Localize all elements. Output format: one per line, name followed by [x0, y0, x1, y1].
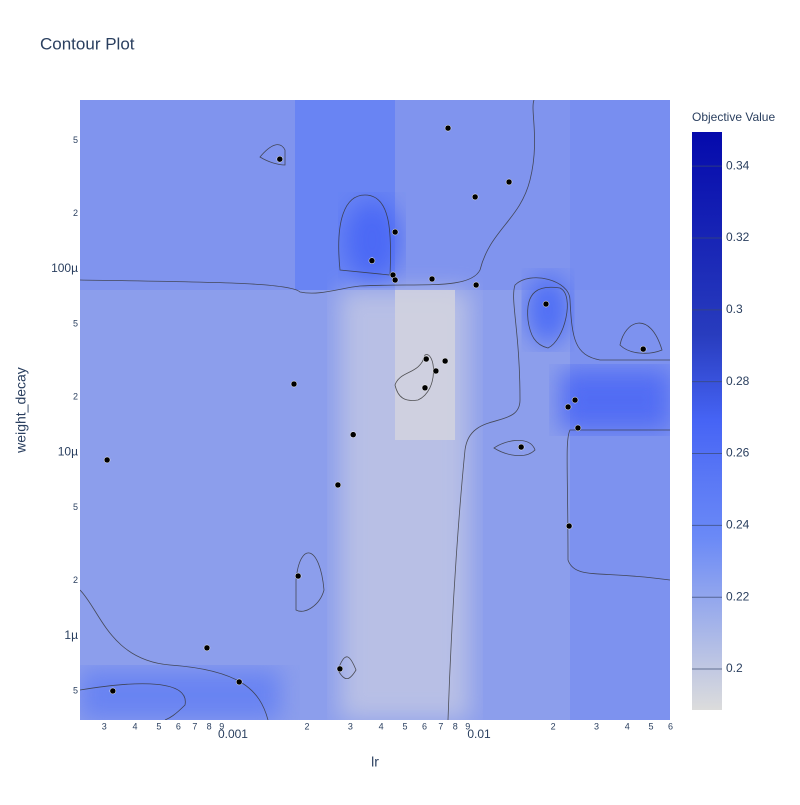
colorbar-tick-label: 0.32 — [726, 230, 750, 244]
x-tick-label: 7 — [192, 721, 197, 731]
trial-point — [391, 276, 399, 284]
trial-point — [109, 687, 117, 695]
trial-point — [639, 345, 647, 353]
colorbar-tick-label: 0.28 — [726, 374, 750, 388]
x-tick-label: 5 — [402, 721, 407, 731]
contour-field — [80, 100, 670, 720]
trial-point — [471, 193, 479, 201]
y-tick-label: 5 — [73, 319, 78, 329]
y-tick-label: 2 — [73, 575, 78, 585]
trial-point — [564, 403, 572, 411]
x-tick-label: 3 — [348, 721, 353, 731]
y-axis-label: weight_decay — [13, 367, 29, 454]
x-axis-label: lr — [371, 754, 379, 770]
colorbar-tick-label: 0.24 — [726, 518, 750, 532]
x-tick-label: 7 — [438, 721, 443, 731]
trial-point — [421, 384, 429, 392]
y-tick-label: 1µ — [64, 628, 78, 642]
y-tick-label: 5 — [73, 502, 78, 512]
x-tick-label: 2 — [305, 721, 310, 731]
trial-point — [349, 431, 357, 438]
x-tick-label: 5 — [156, 721, 161, 731]
colorbar-tick-label: 0.22 — [726, 589, 750, 603]
y-tick-label: 10µ — [58, 445, 78, 459]
x-tick-label: 6 — [422, 721, 427, 731]
x-tick-label: 2 — [551, 721, 556, 731]
trial-point — [432, 367, 440, 375]
points — [103, 124, 647, 695]
colorbar-tick-label: 0.34 — [726, 158, 750, 172]
trial-point — [203, 644, 211, 652]
x-tick-label: 8 — [207, 721, 212, 731]
chart-title: Contour Plot — [40, 34, 135, 53]
colorbar-tick-label: 0.3 — [726, 302, 743, 316]
x-tick-label: 6 — [668, 721, 673, 731]
trial-point — [294, 572, 302, 580]
trial-point — [517, 443, 525, 451]
x-tick-label: 5 — [649, 721, 654, 731]
trial-point — [505, 178, 513, 186]
x-tick-label: 6 — [176, 721, 181, 731]
trial-point — [391, 228, 399, 236]
x-tick-label: 0.001 — [218, 727, 248, 741]
trial-point — [368, 257, 376, 264]
trial-point — [276, 155, 284, 163]
trial-point — [542, 300, 550, 308]
colorbar-tick-label: 0.26 — [726, 446, 750, 460]
x-tick-label: 4 — [625, 721, 630, 731]
x-tick-label: 3 — [102, 721, 107, 731]
trial-point — [290, 380, 298, 388]
x-tick-label: 0.01 — [467, 727, 491, 741]
trial-point — [441, 357, 449, 365]
trial-point — [235, 678, 243, 686]
trial-point — [444, 124, 452, 132]
colorbar-title: Objective Value — [692, 110, 775, 124]
trial-point — [334, 481, 342, 489]
y-tick-label: 100µ — [51, 261, 78, 275]
colorbar — [692, 132, 722, 710]
trial-point — [565, 522, 573, 530]
x-tick-label: 8 — [453, 721, 458, 731]
trial-point — [428, 275, 436, 283]
trial-point — [422, 355, 430, 363]
trial-point — [103, 456, 111, 464]
x-tick-label: 4 — [133, 721, 138, 731]
colorbar-ticks: 0.2 0.22 0.24 0.26 0.28 0.3 0.32 0.34 — [692, 158, 750, 675]
y-tick-label: 5 — [73, 686, 78, 696]
trial-point — [571, 396, 579, 404]
x-tick-label: 9 — [465, 721, 470, 731]
x-tick-label: 4 — [379, 721, 384, 731]
y-tick-label: 5 — [73, 135, 78, 145]
trial-point — [336, 665, 344, 673]
y-tick-label: 2 — [73, 392, 78, 402]
colorbar-tick-label: 0.2 — [726, 661, 743, 675]
y-tick-label: 2 — [73, 208, 78, 218]
trial-point — [472, 281, 480, 289]
trial-point — [574, 424, 582, 432]
x-tick-label: 3 — [594, 721, 599, 731]
x-tick-label: 9 — [219, 721, 224, 731]
